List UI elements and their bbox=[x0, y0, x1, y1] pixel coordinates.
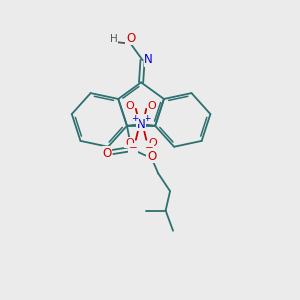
Text: N: N bbox=[136, 118, 145, 130]
Text: −: − bbox=[145, 143, 154, 153]
Text: O: O bbox=[126, 32, 135, 45]
Text: O: O bbox=[125, 138, 134, 148]
Text: O: O bbox=[147, 150, 156, 163]
Text: N: N bbox=[137, 118, 146, 130]
Text: H: H bbox=[110, 34, 117, 44]
Text: O: O bbox=[148, 101, 157, 111]
Text: O: O bbox=[148, 138, 157, 148]
Text: +: + bbox=[131, 115, 139, 124]
Text: N: N bbox=[144, 53, 153, 66]
Text: −: − bbox=[128, 143, 137, 153]
Text: +: + bbox=[143, 115, 151, 124]
Text: O: O bbox=[102, 147, 112, 160]
Text: O: O bbox=[126, 101, 134, 111]
